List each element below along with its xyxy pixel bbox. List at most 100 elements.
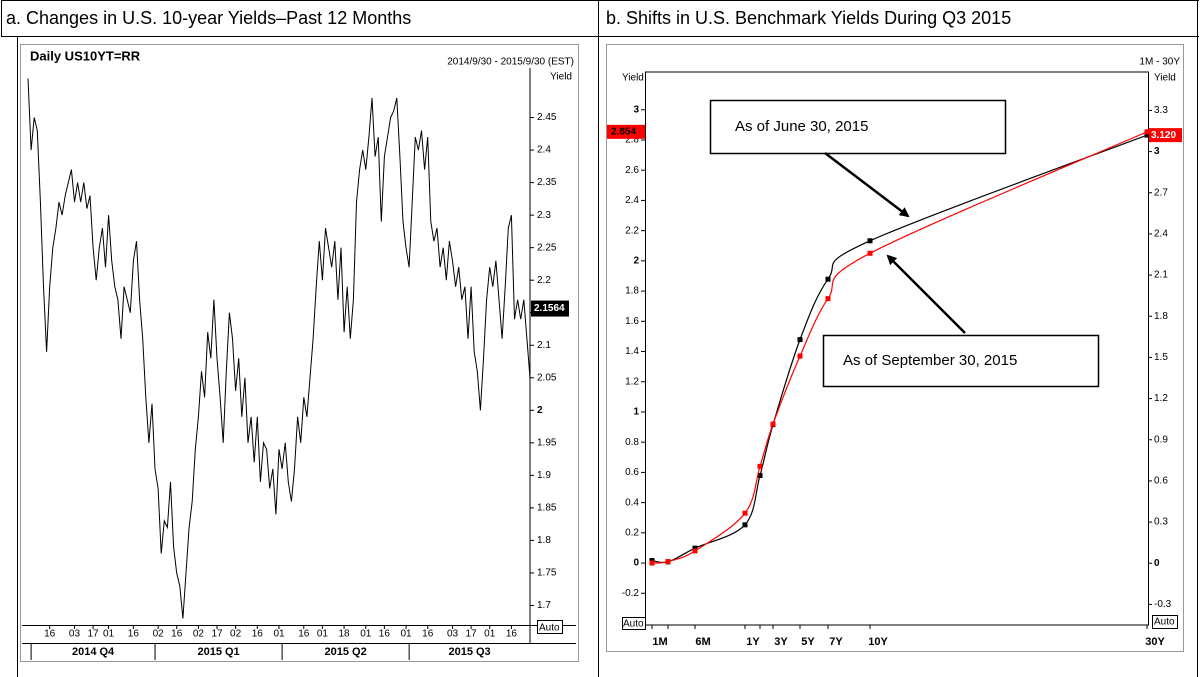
curve-point <box>742 510 748 516</box>
y2-tick-label: 0.3 <box>1154 517 1168 528</box>
curve-point <box>867 250 873 256</box>
end-value-tag <box>1149 128 1182 143</box>
y2-tick-label: 2.7 <box>1154 187 1168 198</box>
x-tick-label: 16 <box>379 629 391 640</box>
x-tick-label: 5Y <box>801 636 815 648</box>
x-tick-label: 16 <box>171 629 183 640</box>
y-tick-label: 1.4 <box>625 346 639 357</box>
x-tick-label: 16 <box>506 629 518 640</box>
curve-point <box>1144 129 1150 135</box>
chart-title: Daily US10YT=RR <box>30 48 141 63</box>
end-value-label: 2.854 <box>611 126 636 137</box>
y-tick-label: 1.9 <box>537 470 551 481</box>
x-tick-label: 01 <box>360 629 372 640</box>
range-label: 1M - 30Y <box>1139 57 1180 68</box>
y2-tick-label: 0 <box>1154 558 1160 569</box>
y-tick-label: 2.6 <box>625 165 639 176</box>
scale-label: Auto <box>1154 617 1175 628</box>
curve-point <box>825 276 831 282</box>
curve-point <box>757 463 763 469</box>
y-tick-label: 3 <box>633 104 639 115</box>
y2-tick-label: -0.3 <box>1154 599 1172 610</box>
y-tick-label: 2.4 <box>537 145 551 156</box>
x-tick-label: 18 <box>339 629 351 640</box>
end-value-label: 3.120 <box>1151 130 1176 141</box>
scale-box <box>622 617 646 630</box>
y-tick-label: 0.8 <box>625 437 639 448</box>
scale-box <box>1152 615 1178 629</box>
quarter-label: 2015 Q3 <box>448 646 490 658</box>
y-tick-label: 2.8 <box>625 135 639 146</box>
callout-label: As of September 30, 2015 <box>843 352 1017 369</box>
y-tick-label: 1.6 <box>625 316 639 327</box>
curve-point <box>757 472 763 478</box>
curve-point <box>825 296 831 302</box>
x-tick-label: 16 <box>422 629 434 640</box>
x-tick-label: 16 <box>128 629 140 640</box>
x-tick-label: 1M <box>652 636 667 648</box>
y-tick-label: 0.4 <box>625 497 639 508</box>
y2-tick-label: 2.4 <box>1154 229 1168 240</box>
x-tick-label: 01 <box>103 629 115 640</box>
x-tick-label: 03 <box>447 629 459 640</box>
y-tick-label: 1.85 <box>537 503 557 514</box>
y-tick-label: 2.05 <box>537 372 557 383</box>
quarter-label: 2014 Q4 <box>72 646 115 658</box>
y2-tick-label: 2.1 <box>1154 270 1168 281</box>
y2-axis-label: Yield <box>1154 73 1176 84</box>
scale-label: Auto <box>539 623 560 634</box>
x-tick-label: 16 <box>298 629 310 640</box>
plot-border <box>645 71 1149 626</box>
x-tick-label: 01 <box>400 629 412 640</box>
y-tick-label: 2.2 <box>625 225 639 236</box>
x-tick-label: 3Y <box>774 636 788 648</box>
y2-tick-label: 3 <box>1154 146 1160 157</box>
curve-point <box>649 560 655 566</box>
y2-tick-label: 1.8 <box>1154 311 1168 322</box>
x-tick-label: 30Y <box>1145 636 1165 648</box>
y-tick-label: 1.95 <box>537 437 557 448</box>
y-tick-label: 0.2 <box>625 527 639 538</box>
y-tick-label: 2.4 <box>625 195 639 206</box>
x-tick-label: 1Y <box>746 636 760 648</box>
curve-point <box>692 545 698 551</box>
x-tick-label: 16 <box>44 629 56 640</box>
last-value-label: 2.1564 <box>534 303 565 314</box>
y-axis-label: Yield <box>622 73 644 84</box>
x-tick-label: 01 <box>484 629 496 640</box>
chart-frame <box>20 44 579 662</box>
y-tick-label: 1.7 <box>537 600 551 611</box>
panel-title: a. Changes in U.S. 10-year Yields–Past 1… <box>6 8 411 28</box>
curve-point <box>1144 132 1150 138</box>
x-tick-label: 01 <box>273 629 285 640</box>
y-tick-label: -0.2 <box>622 588 640 599</box>
y-tick-label: 2.2 <box>537 275 551 286</box>
y-tick-label: 2.1 <box>537 340 551 351</box>
x-tick-label: 02 <box>193 629 205 640</box>
x-tick-label: 03 <box>69 629 81 640</box>
y-axis-label: Yield <box>550 72 572 83</box>
panel-title: b. Shifts in U.S. Benchmark Yields Durin… <box>606 8 1011 28</box>
last-value-tag <box>531 300 569 317</box>
x-tick-label: 10Y <box>868 636 888 648</box>
x-tick-label: 6M <box>695 636 710 648</box>
x-tick-label: 02 <box>230 629 242 640</box>
callout-box <box>822 334 1100 388</box>
y-tick-label: 2.35 <box>537 177 557 188</box>
y-tick-label: 1.8 <box>625 286 639 297</box>
x-tick-label: 17 <box>88 629 100 640</box>
callout-box <box>709 99 1007 155</box>
y-tick-label: 2.45 <box>537 112 557 123</box>
curve-point <box>665 559 671 565</box>
y2-tick-label: 0.6 <box>1154 476 1168 487</box>
yield-line <box>27 78 531 619</box>
x-tick-label: 16 <box>252 629 264 640</box>
y-tick-label: 0 <box>633 558 639 569</box>
quarter-label: 2015 Q2 <box>325 646 367 658</box>
y-tick-label: 2 <box>633 256 639 267</box>
curve-point <box>742 522 748 528</box>
y-tick-label: 1 <box>633 407 639 418</box>
scale-label: Auto <box>623 619 644 630</box>
